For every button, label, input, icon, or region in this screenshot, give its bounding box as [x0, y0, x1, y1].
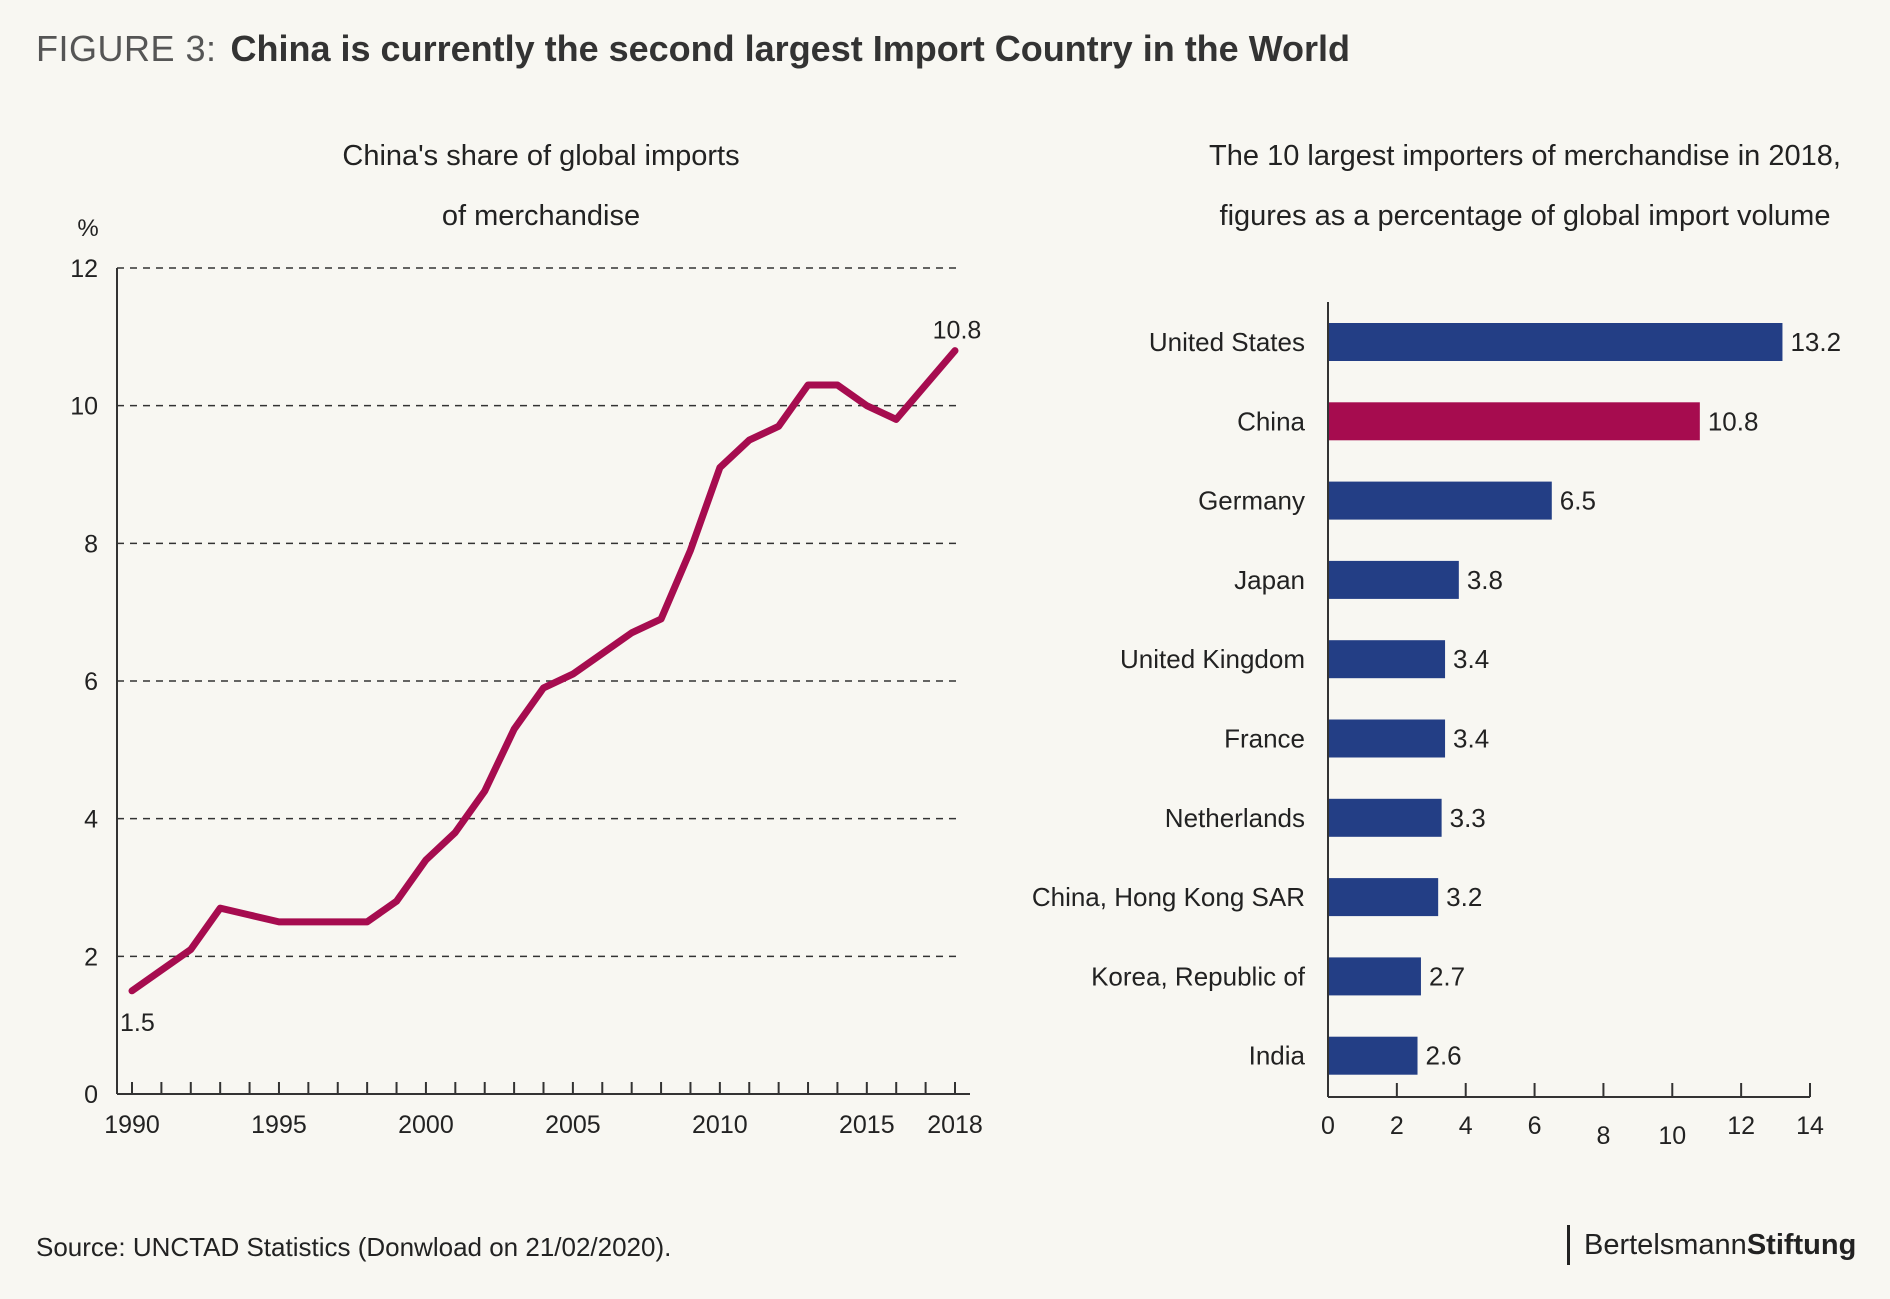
bar — [1328, 957, 1421, 996]
data-label: 10.8 — [933, 317, 982, 345]
y-tick-label: 10 — [70, 393, 98, 421]
x-tick-label: 4 — [1459, 1112, 1473, 1140]
category-label: United Kingdom — [1120, 644, 1305, 674]
y-axis-unit-label: % — [77, 215, 98, 242]
bar — [1328, 640, 1446, 679]
bar — [1328, 798, 1442, 837]
figure-heading: FIGURE 3: China is currently the second l… — [36, 28, 1350, 70]
bar — [1328, 878, 1439, 917]
bar — [1328, 481, 1552, 520]
category-label: China — [1237, 406, 1305, 436]
y-tick-label: 8 — [84, 530, 98, 558]
x-tick-label: 2005 — [545, 1111, 601, 1139]
category-label: France — [1224, 724, 1305, 754]
value-label: 3.4 — [1453, 644, 1489, 674]
value-label: 3.8 — [1467, 565, 1503, 595]
value-label: 13.2 — [1790, 327, 1841, 357]
x-tick-label: 2015 — [839, 1111, 895, 1139]
value-label: 6.5 — [1560, 486, 1596, 516]
category-label: Korea, Republic of — [1091, 961, 1306, 991]
y-tick-label: 6 — [84, 668, 98, 696]
value-label: 2.6 — [1426, 1041, 1462, 1071]
source-note: Source: UNCTAD Statistics (Donwload on 2… — [36, 1232, 672, 1262]
brand-name-part1: Bertelsmann — [1584, 1229, 1747, 1261]
category-label: Netherlands — [1165, 803, 1305, 833]
category-label: Germany — [1198, 486, 1305, 516]
brand-logo: BertelsmannStiftung — [1567, 1225, 1856, 1265]
x-tick-label: 8 — [1596, 1122, 1610, 1150]
x-tick-label: 2010 — [692, 1111, 748, 1139]
data-label: 1.5 — [120, 1009, 155, 1037]
category-label: Japan — [1234, 565, 1305, 595]
value-label: 10.8 — [1708, 406, 1759, 436]
x-tick-label: 2018 — [927, 1111, 983, 1139]
line-chart-title-line: China's share of global imports — [342, 140, 739, 172]
value-label: 2.7 — [1429, 961, 1465, 991]
category-label: India — [1249, 1041, 1306, 1071]
figure-label: FIGURE 3: — [36, 28, 217, 69]
x-tick-label: 0 — [1321, 1112, 1335, 1140]
y-tick-label: 0 — [84, 1081, 98, 1109]
figure-title: China is currently the second largest Im… — [230, 28, 1351, 69]
bar-chart: The 10 largest importers of merchandise … — [1032, 140, 1841, 1150]
bar — [1328, 323, 1783, 361]
bar — [1328, 402, 1700, 441]
category-label: China, Hong Kong SAR — [1032, 882, 1305, 912]
bar-chart-title-line: The 10 largest importers of merchandise … — [1209, 140, 1841, 172]
line-chart-title-line: of merchandise — [442, 200, 640, 232]
x-tick-label: 10 — [1658, 1122, 1686, 1150]
x-tick-label: 2000 — [398, 1111, 454, 1139]
x-tick-label: 6 — [1528, 1112, 1542, 1140]
bar — [1328, 560, 1459, 599]
y-tick-label: 12 — [70, 255, 98, 283]
x-tick-label: 14 — [1796, 1112, 1824, 1140]
value-label: 3.4 — [1453, 724, 1489, 754]
category-label: United States — [1149, 327, 1305, 357]
bar-chart-title-line: figures as a percentage of global import… — [1220, 200, 1831, 232]
y-tick-label: 4 — [84, 806, 98, 834]
bar — [1328, 1036, 1418, 1075]
x-tick-label: 1990 — [104, 1111, 160, 1139]
x-tick-label: 1995 — [251, 1111, 307, 1139]
x-tick-label: 2 — [1390, 1112, 1404, 1140]
china-import-share-line — [128, 347, 959, 995]
y-tick-label: 2 — [84, 943, 98, 971]
brand-name-part2: Stiftung — [1746, 1229, 1857, 1261]
value-label: 3.3 — [1450, 803, 1486, 833]
bar — [1328, 719, 1446, 758]
x-tick-label: 12 — [1727, 1112, 1755, 1140]
line-chart: China's share of global imports of mercha… — [70, 140, 983, 1139]
value-label: 3.2 — [1446, 882, 1482, 912]
